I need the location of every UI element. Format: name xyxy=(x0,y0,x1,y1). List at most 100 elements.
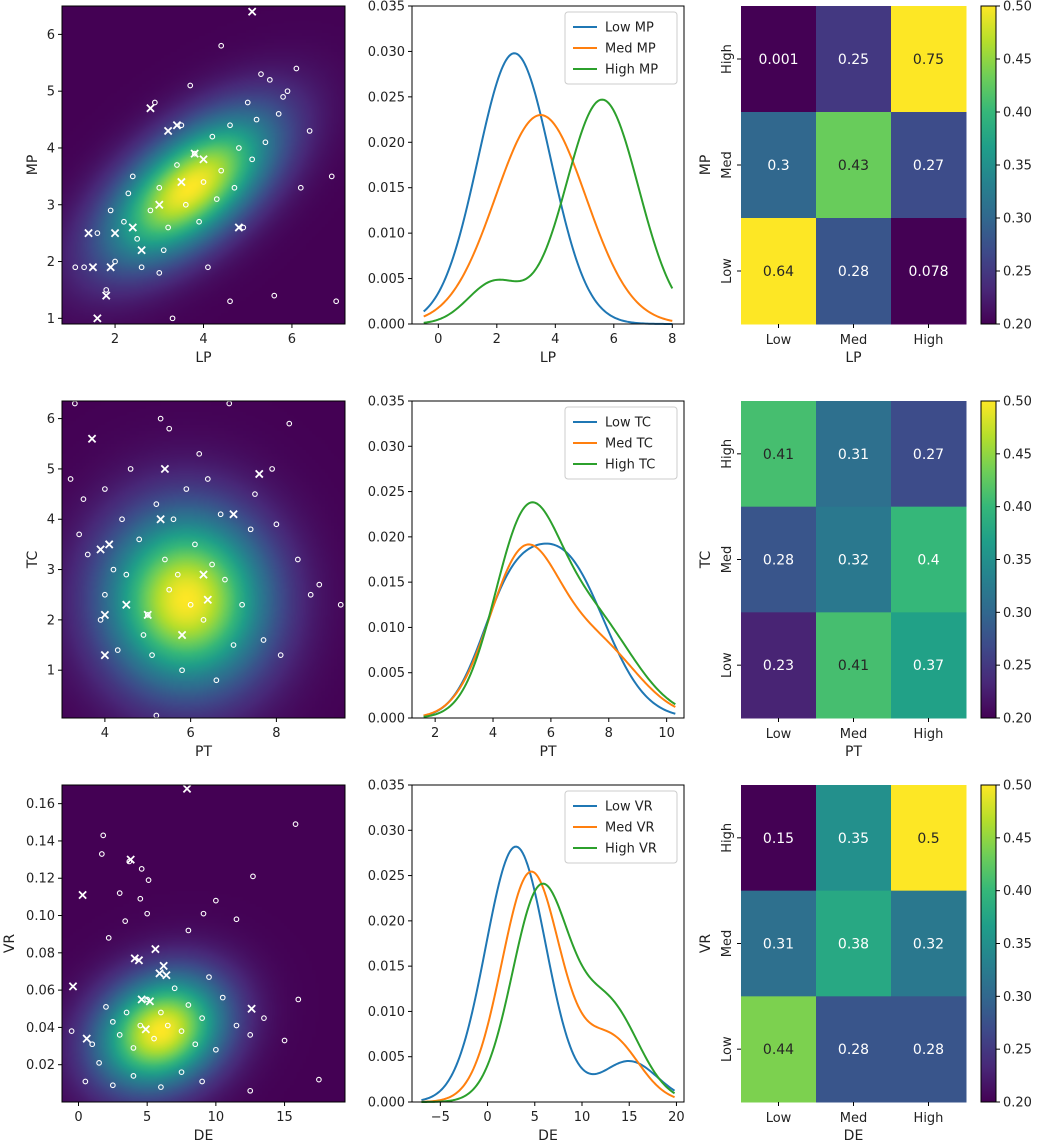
heatmap-tc-pt: 0.41 0.31 0.27 0.28 0.32 0.4 0.23 0.41 0.37 Low Me… xyxy=(698,395,1032,761)
scatter-cross xyxy=(122,600,131,610)
scatter-point xyxy=(316,1076,322,1083)
scatter-cross xyxy=(182,785,192,793)
x-tick-label: Med xyxy=(840,727,867,742)
scatter-point xyxy=(185,1002,192,1008)
x-tick-label: 4 xyxy=(489,726,497,741)
scatter-point xyxy=(123,1009,130,1016)
heatmap-value-label: 0.27 xyxy=(913,447,944,463)
heatmap-cell xyxy=(891,612,967,719)
colorbar-tick-label: 0.20 xyxy=(1003,318,1032,333)
scatter-point xyxy=(247,526,254,533)
x-tick-label: 2 xyxy=(111,332,119,347)
y-axis-label: VR xyxy=(2,934,18,954)
y-tick-label: 0.020 xyxy=(368,530,405,545)
x-tick-label: 5 xyxy=(143,1110,151,1125)
scatter-point xyxy=(196,450,203,457)
y-tick-label: 0.020 xyxy=(368,914,405,929)
y-tick-label: 5 xyxy=(47,462,55,477)
heatmap-value-label: 0.37 xyxy=(913,658,944,674)
heatmap-cell xyxy=(891,890,967,997)
scatter-point xyxy=(145,877,152,883)
heatmap-cell xyxy=(741,996,817,1103)
scatter-cross xyxy=(82,1034,91,1043)
colorbar xyxy=(981,401,996,718)
scatter-point xyxy=(262,139,269,146)
scatter-point xyxy=(209,561,215,568)
scatter-point xyxy=(179,667,185,674)
x-tick-label: 10 xyxy=(574,1110,591,1125)
scatter-point xyxy=(153,501,160,508)
y-tick-label: 0.16 xyxy=(26,797,55,812)
x-tick-label: 4 xyxy=(101,726,109,741)
x-tick-label: Low xyxy=(766,333,792,348)
scatter-point xyxy=(129,173,136,180)
scatter-point xyxy=(213,677,220,684)
kde-line-high xyxy=(421,882,676,1103)
heatmap-value-label: 0.3 xyxy=(767,158,789,174)
scatter-cross xyxy=(93,314,102,323)
scatter-point xyxy=(158,1009,164,1016)
legend: Low TC Med TC High TC xyxy=(564,406,678,480)
scatter-point xyxy=(293,65,300,72)
scatter-cross xyxy=(247,1004,256,1013)
kde-line-med xyxy=(423,543,676,717)
scatter-cross xyxy=(110,228,120,238)
x-tick-label: 10 xyxy=(208,1110,225,1125)
heatmap-cell xyxy=(741,6,817,113)
heatmap-value-label: 0.23 xyxy=(763,658,794,674)
kde-line-med xyxy=(423,114,673,322)
scatter-point xyxy=(123,571,130,578)
scatter-point xyxy=(158,1084,164,1090)
kde-line-high xyxy=(423,501,676,718)
y-tick-label: 1 xyxy=(47,312,55,327)
y-tick-label: 0.010 xyxy=(368,227,405,242)
heatmap-cell xyxy=(741,112,817,219)
scatter-point xyxy=(144,910,151,917)
scatter-point xyxy=(217,511,224,518)
scatter-point xyxy=(260,637,267,643)
x-tick-label: 8 xyxy=(272,726,280,741)
scatter-point xyxy=(114,647,121,653)
scatter-cross xyxy=(151,944,160,954)
scatter-cross xyxy=(190,149,199,158)
scatter-cross xyxy=(145,997,155,1006)
scatter-point xyxy=(200,910,207,917)
scatter-point xyxy=(306,128,313,134)
heatmap-value-label: 0.28 xyxy=(838,1042,869,1058)
scatter-point xyxy=(307,591,314,598)
scatter-point xyxy=(247,1032,254,1038)
scatter-point xyxy=(116,1032,123,1038)
y-tick-label: 0.005 xyxy=(368,272,405,287)
heatmap-value-label: 0.41 xyxy=(763,447,794,463)
y-tick-label: 0.025 xyxy=(368,90,405,105)
heatmap-cell xyxy=(816,112,892,219)
scatter-point xyxy=(328,173,335,180)
scatter-point xyxy=(67,476,74,482)
x-tick-label: 8 xyxy=(668,332,676,347)
scatter-point xyxy=(275,111,282,117)
scatter-marks xyxy=(68,785,322,1094)
heatmap-mp-lp: 0.001 0.25 0.75 0.3 0.43 0.27 0.64 0.28 0.078 Low… xyxy=(698,0,1032,366)
y-tick-label: 4 xyxy=(47,513,55,528)
heatmap-cell xyxy=(816,401,892,508)
scatter-point xyxy=(219,994,226,1001)
y-axis-label: MP xyxy=(25,155,41,176)
scatter-point xyxy=(76,531,83,538)
scatter-point xyxy=(191,150,198,157)
scatter-point xyxy=(230,642,237,648)
colorbar-tick-label: 0.25 xyxy=(1003,1043,1032,1058)
heatmap-cell xyxy=(816,218,892,325)
x-tick-label: 4 xyxy=(551,332,559,347)
scatter-point xyxy=(178,122,185,129)
y-tick-label: 0.030 xyxy=(368,824,405,839)
x-axis-label: LP xyxy=(540,350,556,366)
scatter-point xyxy=(196,218,202,225)
scatter-cross xyxy=(203,595,213,604)
heatmap-value-label: 0.43 xyxy=(838,158,869,174)
heatmap-value-label: 0.27 xyxy=(913,158,944,174)
scatter-point xyxy=(144,996,151,1003)
scatter-cross xyxy=(199,155,208,164)
scatter-point xyxy=(110,566,117,573)
y-tick-label: 0.10 xyxy=(26,909,55,924)
scatter-point xyxy=(156,184,163,191)
